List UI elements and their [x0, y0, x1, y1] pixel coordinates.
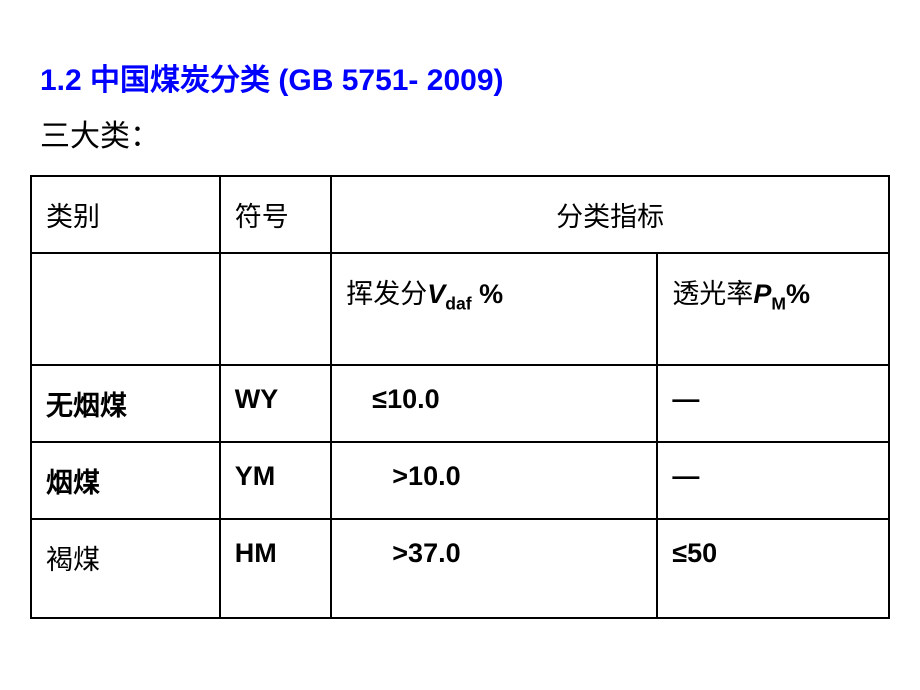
cell-category: 烟煤	[31, 442, 220, 519]
cell-volatile: >10.0	[331, 442, 657, 519]
classification-table: 类别 符号 分类指标 挥发分Vdaf % 透光率PM% 无烟煤 WY ≤10.0…	[30, 175, 890, 619]
subheader-volatile: 挥发分Vdaf %	[331, 253, 657, 365]
cell-category: 无烟煤	[31, 365, 220, 442]
table-row: 烟煤 YM >10.0 —	[31, 442, 889, 519]
table-subheader-row: 挥发分Vdaf % 透光率PM%	[31, 253, 889, 365]
cell-category: 褐煤	[31, 519, 220, 618]
cell-trans: —	[657, 442, 889, 519]
table-row: 无烟煤 WY ≤10.0 —	[31, 365, 889, 442]
cell-symbol: HM	[220, 519, 332, 618]
cell-volatile: ≤10.0	[331, 365, 657, 442]
subheader-transmittance: 透光率PM%	[657, 253, 889, 365]
header-criteria: 分类指标	[331, 176, 889, 253]
document-heading: 1.2 中国煤炭分类 (GB 5751- 2009)	[30, 55, 890, 99]
cell-trans: ≤50	[657, 519, 889, 618]
table-header-row: 类别 符号 分类指标	[31, 176, 889, 253]
cell-symbol: YM	[220, 442, 332, 519]
table-row: 褐煤 HM >37.0 ≤50	[31, 519, 889, 618]
subheader-empty2	[220, 253, 332, 365]
cell-symbol: WY	[220, 365, 332, 442]
header-category: 类别	[31, 176, 220, 253]
cell-trans: —	[657, 365, 889, 442]
header-symbol: 符号	[220, 176, 332, 253]
subheader-empty1	[31, 253, 220, 365]
cell-volatile: >37.0	[331, 519, 657, 618]
document-subtitle: 三大类：	[30, 111, 890, 155]
